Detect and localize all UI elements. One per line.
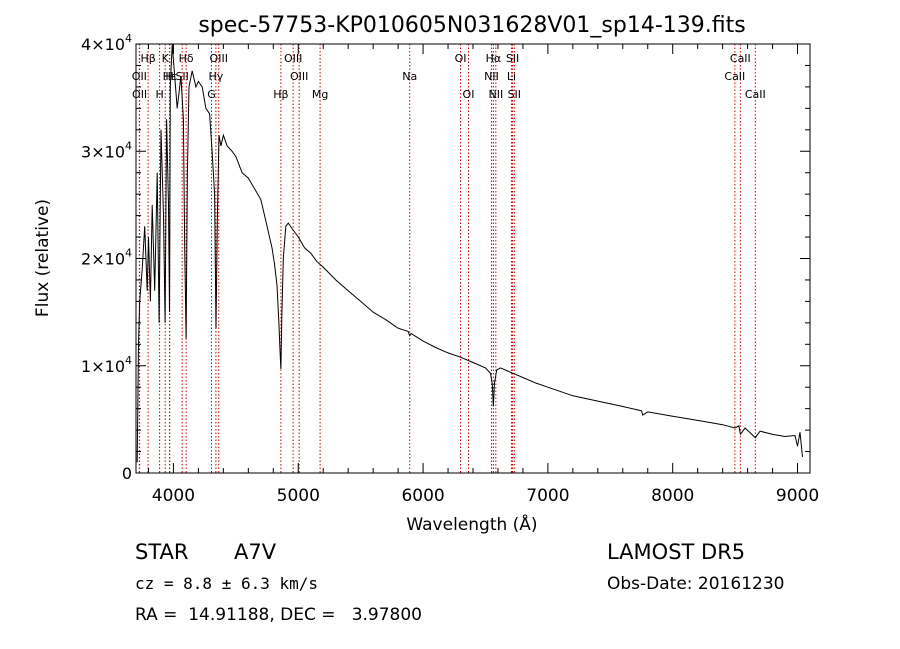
line-label: SII [175,70,188,83]
y-tick-base: 2×10 [81,250,125,269]
line-label: Hγ [208,70,223,83]
line-label: CaII [730,52,751,65]
line-label: OII [132,70,147,83]
line-label: SII [508,88,521,101]
line-label: OI [455,52,467,65]
line-label: H [165,70,173,83]
observation-date: Obs-Date: 20161230 [607,574,785,594]
x-tick-label: 6000 [401,486,444,506]
line-label: CaII [745,88,766,101]
line-label: G [207,88,216,101]
plot-frame [135,43,811,474]
line-label: NII [488,88,503,101]
line-label: OIII [284,52,302,65]
line-label: NII [484,70,499,83]
line-label: Na [402,70,417,83]
line-label: Hβ [273,88,288,101]
x-tick-label: 8000 [651,486,694,506]
object-subclass: A7V [234,540,277,564]
x-tick-label: 9000 [776,486,819,506]
line-label: CaII [724,70,745,83]
survey-name: LAMOST DR5 [607,540,746,564]
line-label: Hβ [140,52,155,65]
y-tick-label: 4×104 [81,32,132,54]
line-label: Mg [312,88,328,101]
y-tick-exponent: 4 [125,139,132,152]
line-label: OIII [290,70,308,83]
x-axis-ticks: 4000 5000 6000 7000 8000 9000 [147,44,819,506]
y-tick-label: 1×104 [81,354,132,376]
line-label: OII [132,88,147,101]
line-label: OI [463,88,475,101]
y-axis-label: Flux (relative) [33,199,53,317]
redshift-readout: cz = 8.8 ± 6.3 km/s [135,574,319,593]
x-tick-label: 4000 [152,486,195,506]
object-class: STAR [135,540,189,564]
y-tick-label: 0 [122,464,132,483]
line-label: H [155,88,163,101]
y-tick-exponent: 4 [125,354,132,367]
y-tick-exponent: 4 [125,32,132,45]
y-tick-base: 1×10 [81,357,125,376]
y-tick-label: 3×104 [81,139,132,161]
emission-line-markers [138,44,756,473]
line-label: Hα [486,52,502,65]
line-label: Li [507,70,516,83]
line-label: SII [506,52,519,65]
x-axis-label: Wavelength (Å) [406,513,537,535]
y-tick-base: 4×10 [81,35,125,54]
y-tick-base: 3×10 [81,142,125,161]
spectrum-line [136,43,803,463]
line-label: Hε [163,70,177,83]
line-label: OIII [210,52,228,65]
y-tick-label: 2×104 [81,247,132,269]
line-label: Hδ [179,52,194,65]
y-tick-exponent: 4 [125,247,132,260]
line-label: K [162,52,170,65]
x-tick-label: 7000 [526,486,569,506]
y-tick-base: 0 [122,464,132,483]
x-tick-label: 5000 [277,486,320,506]
chart-title: spec-57753-KP010605N031628V01_sp14-139.f… [198,13,745,38]
coordinates: RA = 14.91188, DEC = 3.97800 [135,605,422,625]
